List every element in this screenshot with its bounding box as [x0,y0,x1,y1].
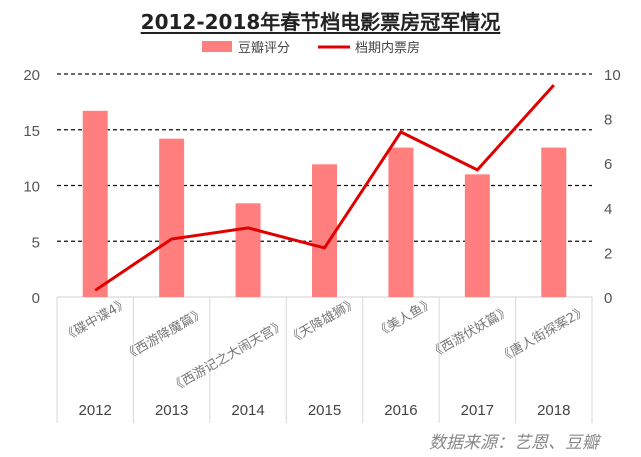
legend-line-label: 档期内票房 [355,40,420,56]
chart-title: 2012-2018年春节档电影票房冠军情况 [140,10,501,34]
y-right-tick-label: 2 [604,245,612,262]
x-tick-label: 2016 [384,402,417,419]
legend-bar-swatch [202,41,232,52]
x-tick-label: 2017 [461,402,494,419]
x-tick-label: 2012 [79,402,112,419]
bar-2017 [464,174,490,297]
y-left-tick-label: 5 [32,234,40,251]
x-tick-label: 2014 [231,402,264,419]
y-right-tick-label: 10 [604,67,621,84]
x-tick-label: 2015 [308,402,341,419]
film-label: 《美人鱼》 [373,295,437,341]
y-left-tick-label: 10 [23,179,40,196]
film-label: 《碟中谍4》 [60,295,131,345]
y-left-tick-label: 0 [32,290,40,307]
bar-2016 [388,147,414,297]
y-left-tick-label: 20 [23,67,40,84]
bar-2014 [235,203,261,297]
y-right-tick-label: 6 [604,156,612,173]
y-left-tick-label: 15 [23,123,40,140]
data-source: 数据来源：艺恩、豆瓣 [429,433,599,453]
bar-2015 [312,164,337,297]
y-right-tick-label: 4 [604,201,612,218]
film-label: 《天降雄狮》 [286,295,361,347]
x-tick-label: 2018 [537,402,570,419]
bar-2013 [159,138,185,297]
film-label: 《西游降魔篇》 [122,305,208,363]
bar-2018 [541,147,567,297]
y-right-tick-label: 8 [604,112,612,129]
y-right-tick-label: 0 [604,290,612,307]
x-tick-label: 2013 [155,402,188,419]
bar-2012 [82,110,108,297]
legend-bar-label: 豆瓣评分 [238,41,290,56]
